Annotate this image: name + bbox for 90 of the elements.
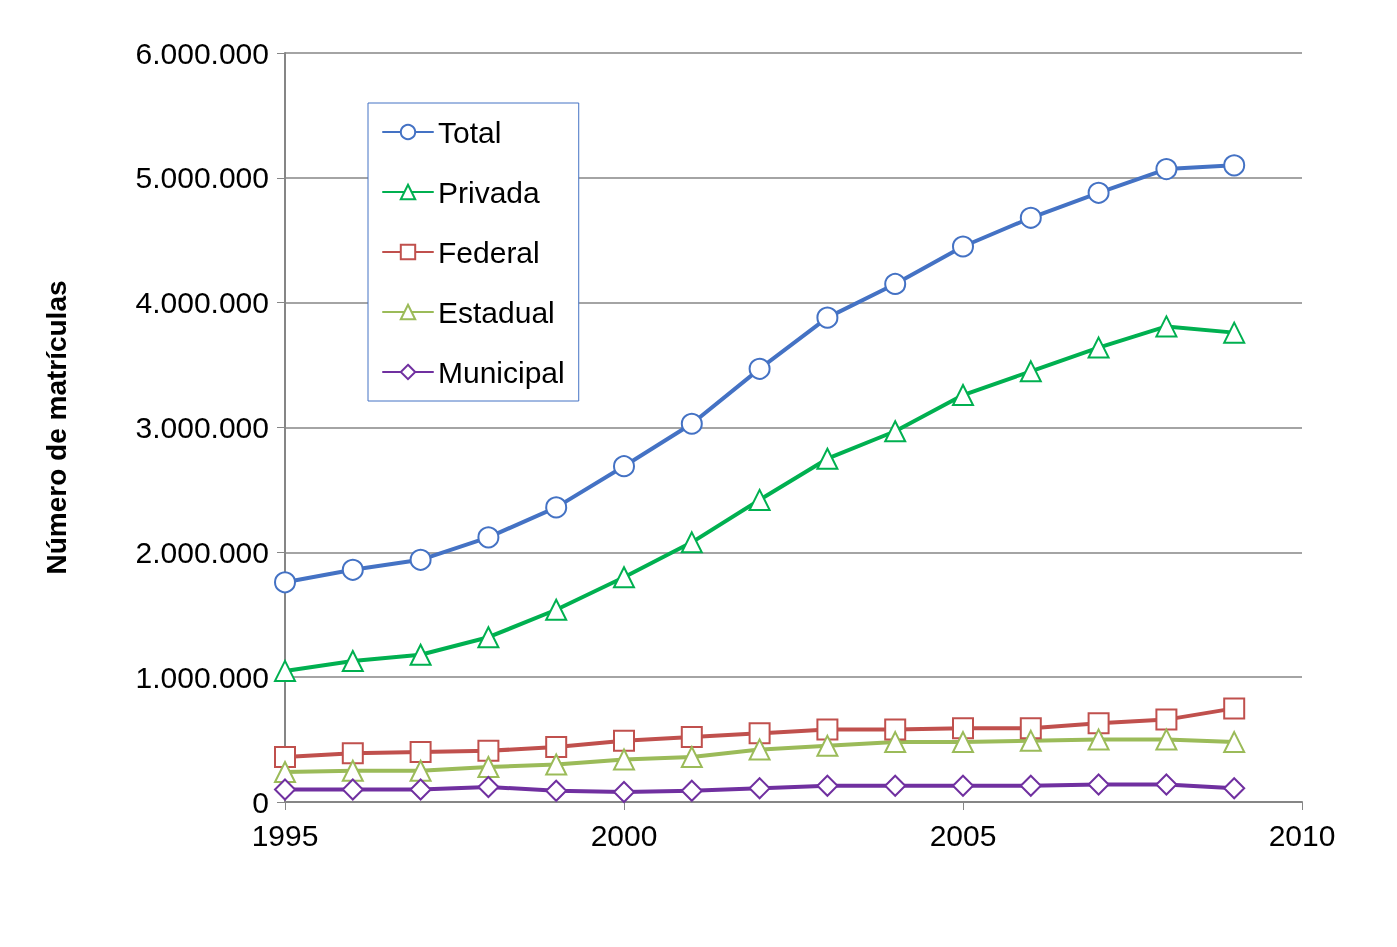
x-tick-label: 1995 <box>251 818 319 852</box>
point <box>545 779 568 802</box>
x-tick-label: 2000 <box>590 818 658 852</box>
point <box>341 742 364 765</box>
point <box>680 726 703 749</box>
y-tick-label: 2.000.000 <box>135 535 269 569</box>
legend-label: Total <box>438 115 502 149</box>
point <box>748 777 771 800</box>
point <box>1155 728 1178 751</box>
point <box>816 718 839 741</box>
point <box>748 488 771 511</box>
y-tick-label: 3.000.000 <box>135 411 269 444</box>
point <box>748 357 771 380</box>
legend-label: Municipal <box>438 355 565 389</box>
legend-label: Privada <box>438 175 541 209</box>
point <box>341 649 364 672</box>
point <box>409 643 432 666</box>
point <box>1223 154 1246 177</box>
y-tick-label: 5.000.000 <box>135 161 269 195</box>
point <box>274 761 296 784</box>
point <box>1223 777 1246 800</box>
point <box>477 626 500 649</box>
point <box>884 420 907 443</box>
y-tick-label: 1.000.000 <box>135 660 269 694</box>
point <box>613 455 635 478</box>
y-tick-label: 4.000.000 <box>135 286 269 320</box>
point <box>613 748 635 771</box>
point <box>1155 315 1178 338</box>
point <box>748 738 771 761</box>
legend-label: Estadual <box>438 295 555 329</box>
point <box>952 731 974 754</box>
point <box>816 774 839 797</box>
point <box>952 774 974 797</box>
point <box>748 722 771 745</box>
y-axis-title: Número de matrículas <box>40 280 72 575</box>
point <box>1087 773 1110 796</box>
point <box>1087 181 1110 204</box>
point <box>1223 731 1246 754</box>
legend-label: Federal <box>438 235 540 269</box>
point <box>613 781 635 804</box>
y-tick-label: 0 <box>252 785 269 819</box>
point <box>680 779 703 802</box>
point <box>816 447 839 470</box>
point <box>274 778 296 801</box>
point <box>477 739 500 762</box>
point <box>545 736 568 759</box>
point <box>409 741 432 764</box>
point <box>341 778 364 801</box>
point <box>477 776 500 799</box>
point <box>274 571 296 594</box>
point <box>680 412 703 435</box>
point <box>613 729 635 752</box>
point <box>884 731 907 754</box>
point <box>884 272 907 295</box>
point <box>274 746 296 769</box>
point <box>1223 697 1246 720</box>
point <box>409 778 432 801</box>
point <box>884 774 907 797</box>
point <box>613 566 635 589</box>
point <box>341 759 364 782</box>
point <box>545 598 568 621</box>
x-tick-label: 2010 <box>1268 818 1336 852</box>
point <box>952 384 974 407</box>
point <box>1087 728 1110 751</box>
point <box>680 531 703 554</box>
point <box>680 746 703 769</box>
point <box>1155 773 1178 796</box>
point <box>477 526 500 549</box>
point <box>274 659 296 682</box>
point <box>952 235 974 258</box>
point <box>1019 729 1042 752</box>
point <box>1087 336 1110 359</box>
point <box>1019 774 1042 797</box>
point <box>409 548 432 571</box>
point <box>545 753 568 776</box>
point <box>477 756 500 779</box>
point <box>341 558 364 581</box>
point <box>1087 712 1110 735</box>
point <box>816 306 839 329</box>
point <box>545 496 568 519</box>
point <box>816 734 839 757</box>
point <box>952 717 974 740</box>
point <box>1223 321 1246 344</box>
x-tick-label: 2005 <box>929 818 997 852</box>
point <box>1019 206 1042 229</box>
y-tick-label: 6.000.000 <box>135 36 269 70</box>
point <box>1155 158 1178 181</box>
point <box>1019 360 1042 383</box>
point <box>409 759 432 782</box>
point <box>1155 708 1178 731</box>
